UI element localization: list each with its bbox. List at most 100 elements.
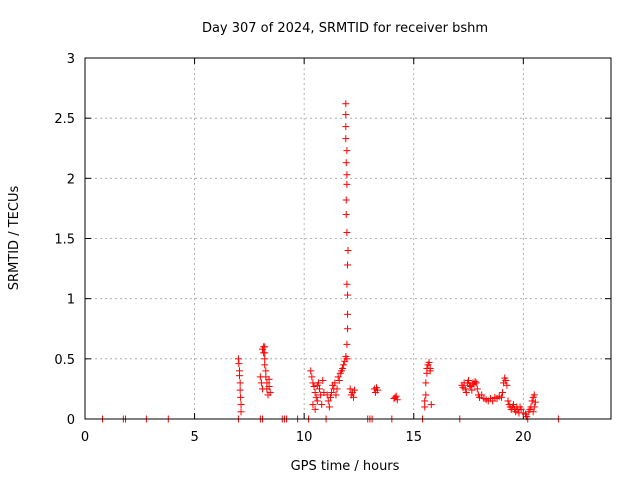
data-point xyxy=(259,345,267,353)
data-point xyxy=(332,391,340,399)
y-axis-label: SRMTID / TECUs xyxy=(7,186,22,291)
data-point xyxy=(313,381,321,389)
data-point xyxy=(461,385,469,393)
data-point xyxy=(342,111,350,119)
x-tick-label: 0 xyxy=(81,430,89,445)
data-point xyxy=(392,392,400,400)
data-point xyxy=(462,389,470,397)
data-point xyxy=(346,385,354,393)
data-point xyxy=(422,379,430,387)
data-point xyxy=(343,340,351,348)
data-point xyxy=(421,403,429,411)
data-point xyxy=(517,405,525,413)
data-point xyxy=(331,379,339,387)
data-point xyxy=(236,379,244,387)
data-point xyxy=(316,385,324,393)
y-tick-label: 1.5 xyxy=(54,233,75,248)
data-point xyxy=(261,349,269,357)
data-point xyxy=(318,401,326,409)
data-point xyxy=(236,372,244,380)
data-point xyxy=(261,355,269,363)
data-point xyxy=(236,386,244,394)
data-point xyxy=(237,408,245,416)
data-point xyxy=(324,397,332,405)
data-point xyxy=(265,375,273,383)
data-point xyxy=(393,396,401,404)
y-tick-label: 0 xyxy=(67,413,75,428)
data-point xyxy=(343,171,351,179)
data-point xyxy=(425,358,433,366)
data-point xyxy=(237,393,245,401)
data-point xyxy=(489,397,497,405)
data-point xyxy=(319,376,327,384)
data-point xyxy=(344,310,352,318)
data-point xyxy=(339,364,347,372)
data-point xyxy=(342,159,350,167)
data-point xyxy=(310,383,318,391)
data-point xyxy=(340,361,348,369)
y-tick-label: 2.5 xyxy=(54,112,75,127)
data-point xyxy=(497,393,505,401)
x-tick-label: 5 xyxy=(190,430,198,445)
data-point xyxy=(325,403,333,411)
data-point xyxy=(421,397,429,405)
data-point xyxy=(374,386,382,394)
data-point xyxy=(427,401,435,409)
data-point xyxy=(499,389,507,397)
data-point xyxy=(478,391,486,399)
data-point xyxy=(530,391,538,399)
data-point xyxy=(426,367,434,375)
data-point xyxy=(309,401,317,409)
data-point xyxy=(312,393,320,401)
data-point xyxy=(465,376,473,384)
data-point xyxy=(342,135,350,143)
data-point xyxy=(262,367,270,375)
data-point xyxy=(311,405,319,413)
data-point xyxy=(530,403,538,411)
data-point xyxy=(311,389,319,397)
data-point xyxy=(503,381,511,389)
data-point xyxy=(529,408,537,416)
data-point xyxy=(344,261,352,269)
data-point xyxy=(471,378,479,386)
y-tick-label: 0.5 xyxy=(54,353,75,368)
y-tick-label: 2 xyxy=(67,172,75,187)
data-point xyxy=(502,376,510,384)
x-tick-label: 20 xyxy=(515,430,532,445)
data-point xyxy=(351,386,359,394)
chart-title: Day 307 of 2024, SRMTID for receiver bsh… xyxy=(202,21,488,36)
data-point xyxy=(472,379,480,387)
data-point xyxy=(468,386,476,394)
data-point xyxy=(342,100,350,108)
data-point xyxy=(473,385,481,393)
data-point xyxy=(342,210,350,218)
data-point xyxy=(344,291,352,299)
data-point xyxy=(307,367,315,375)
data-point xyxy=(313,397,321,405)
gridlines xyxy=(85,58,611,419)
data-point xyxy=(531,398,539,406)
data-point xyxy=(504,397,512,405)
data-point xyxy=(333,385,341,393)
data-point xyxy=(334,373,342,381)
data-point xyxy=(266,389,274,397)
data-point xyxy=(235,360,243,368)
data-point xyxy=(343,180,351,188)
data-point xyxy=(342,196,350,204)
y-tick-label: 1 xyxy=(67,293,75,308)
data-point xyxy=(237,401,245,409)
data-points xyxy=(99,100,562,423)
data-point xyxy=(343,228,351,236)
x-tick-label: 15 xyxy=(405,430,422,445)
data-point xyxy=(261,361,269,369)
data-point xyxy=(265,383,273,391)
x-axis-label: GPS time / hours xyxy=(291,459,400,474)
data-point xyxy=(342,123,350,131)
data-point xyxy=(528,397,536,405)
data-point xyxy=(308,373,316,381)
y-tick-label: 3 xyxy=(67,52,75,67)
data-point xyxy=(326,393,334,401)
data-point xyxy=(328,389,336,397)
data-point xyxy=(422,391,430,399)
